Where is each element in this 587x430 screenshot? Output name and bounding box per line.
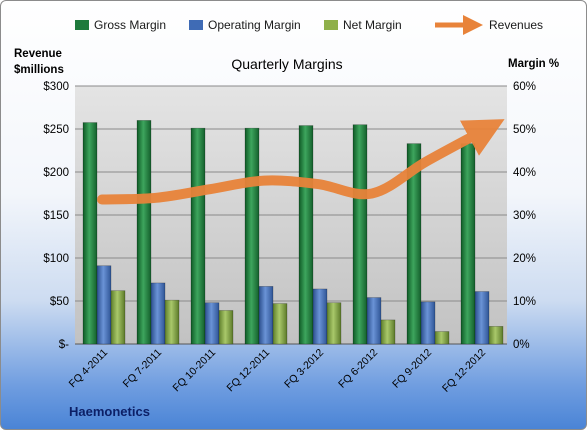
left-tick-label: $150 <box>43 210 69 222</box>
legend-swatch-net-margin <box>324 20 338 30</box>
category-label: FQ 7-2011 <box>121 347 165 391</box>
net-margin-bar <box>164 299 180 345</box>
gross-margin-bar <box>82 122 98 345</box>
net-margin-bar <box>218 310 234 345</box>
right-axis-title: Margin % <box>508 58 559 70</box>
left-axis-title-line1: Revenue <box>14 48 62 60</box>
net-margin-bar <box>326 302 342 345</box>
category-label: FQ 9-2012 <box>390 347 434 391</box>
operating-margin-bar <box>204 302 220 345</box>
gross-margin-bar <box>406 143 422 345</box>
net-margin-bar <box>272 303 288 345</box>
right-tick-label: 10% <box>513 296 536 308</box>
left-axis-title-line2: $millions <box>14 64 64 76</box>
left-axis-ticks: $- $50 $100 $150 $200 $250 $300 <box>43 81 69 351</box>
category-label: FQ 12-2012 <box>440 347 488 395</box>
legend-swatch-gross-margin <box>75 20 89 30</box>
category-label: FQ 12-2011 <box>225 347 273 395</box>
company-name: Haemonetics <box>69 404 150 419</box>
category-label: FQ 4-2011 <box>67 347 111 391</box>
right-tick-label: 50% <box>513 124 536 136</box>
operating-margin-bar <box>366 297 382 345</box>
category-label: FQ 3-2012 <box>282 347 326 391</box>
legend: Gross Margin Operating Margin Net Margin… <box>75 15 543 35</box>
operating-margin-bar <box>96 265 112 345</box>
left-tick-label: $200 <box>43 167 69 179</box>
legend-label-gross-margin: Gross Margin <box>94 18 166 32</box>
right-tick-label: 60% <box>513 81 536 93</box>
left-tick-label: $- <box>59 339 69 351</box>
operating-margin-bar <box>150 282 166 345</box>
right-axis-ticks: 0% 10% 20% 30% 40% 50% 60% <box>513 81 536 351</box>
revenue-line <box>97 119 505 205</box>
net-margin-bar <box>488 326 504 345</box>
chart-title: Quarterly Margins <box>231 56 342 72</box>
net-margin-bar <box>110 290 126 345</box>
right-tick-label: 40% <box>513 167 536 179</box>
legend-swatch-operating-margin <box>189 20 203 30</box>
category-label: FQ 6-2012 <box>336 347 380 391</box>
net-margin-bar <box>434 331 450 345</box>
right-tick-label: 20% <box>513 253 536 265</box>
gross-margin-bar <box>298 125 314 345</box>
legend-label-revenues: Revenues <box>489 18 543 32</box>
left-tick-label: $300 <box>43 81 69 93</box>
category-label: FQ 10-2011 <box>171 347 219 395</box>
gross-margin-bar <box>244 127 260 345</box>
right-tick-label: 30% <box>513 210 536 222</box>
gross-margin-bar <box>136 120 152 345</box>
category-labels: FQ 4-2011 FQ 7-2011 FQ 10-2011 FQ 12-2011 FQ… <box>67 347 489 395</box>
gross-margin-bar <box>190 127 206 345</box>
operating-margin-bar <box>420 301 436 345</box>
operating-margin-bar <box>258 286 274 345</box>
operating-margin-bar <box>474 291 490 345</box>
left-tick-label: $100 <box>43 253 69 265</box>
legend-label-net-margin: Net Margin <box>343 18 402 32</box>
legend-label-operating-margin: Operating Margin <box>208 18 301 32</box>
right-tick-label: 0% <box>513 339 530 351</box>
left-tick-label: $50 <box>50 296 69 308</box>
revenues-series-line <box>97 119 505 205</box>
gross-margin-bar <box>460 143 476 345</box>
left-tick-label: $250 <box>43 124 69 136</box>
operating-margin-bar <box>312 288 328 345</box>
net-margin-bar <box>380 319 396 345</box>
gross-margin-bar <box>352 124 368 345</box>
